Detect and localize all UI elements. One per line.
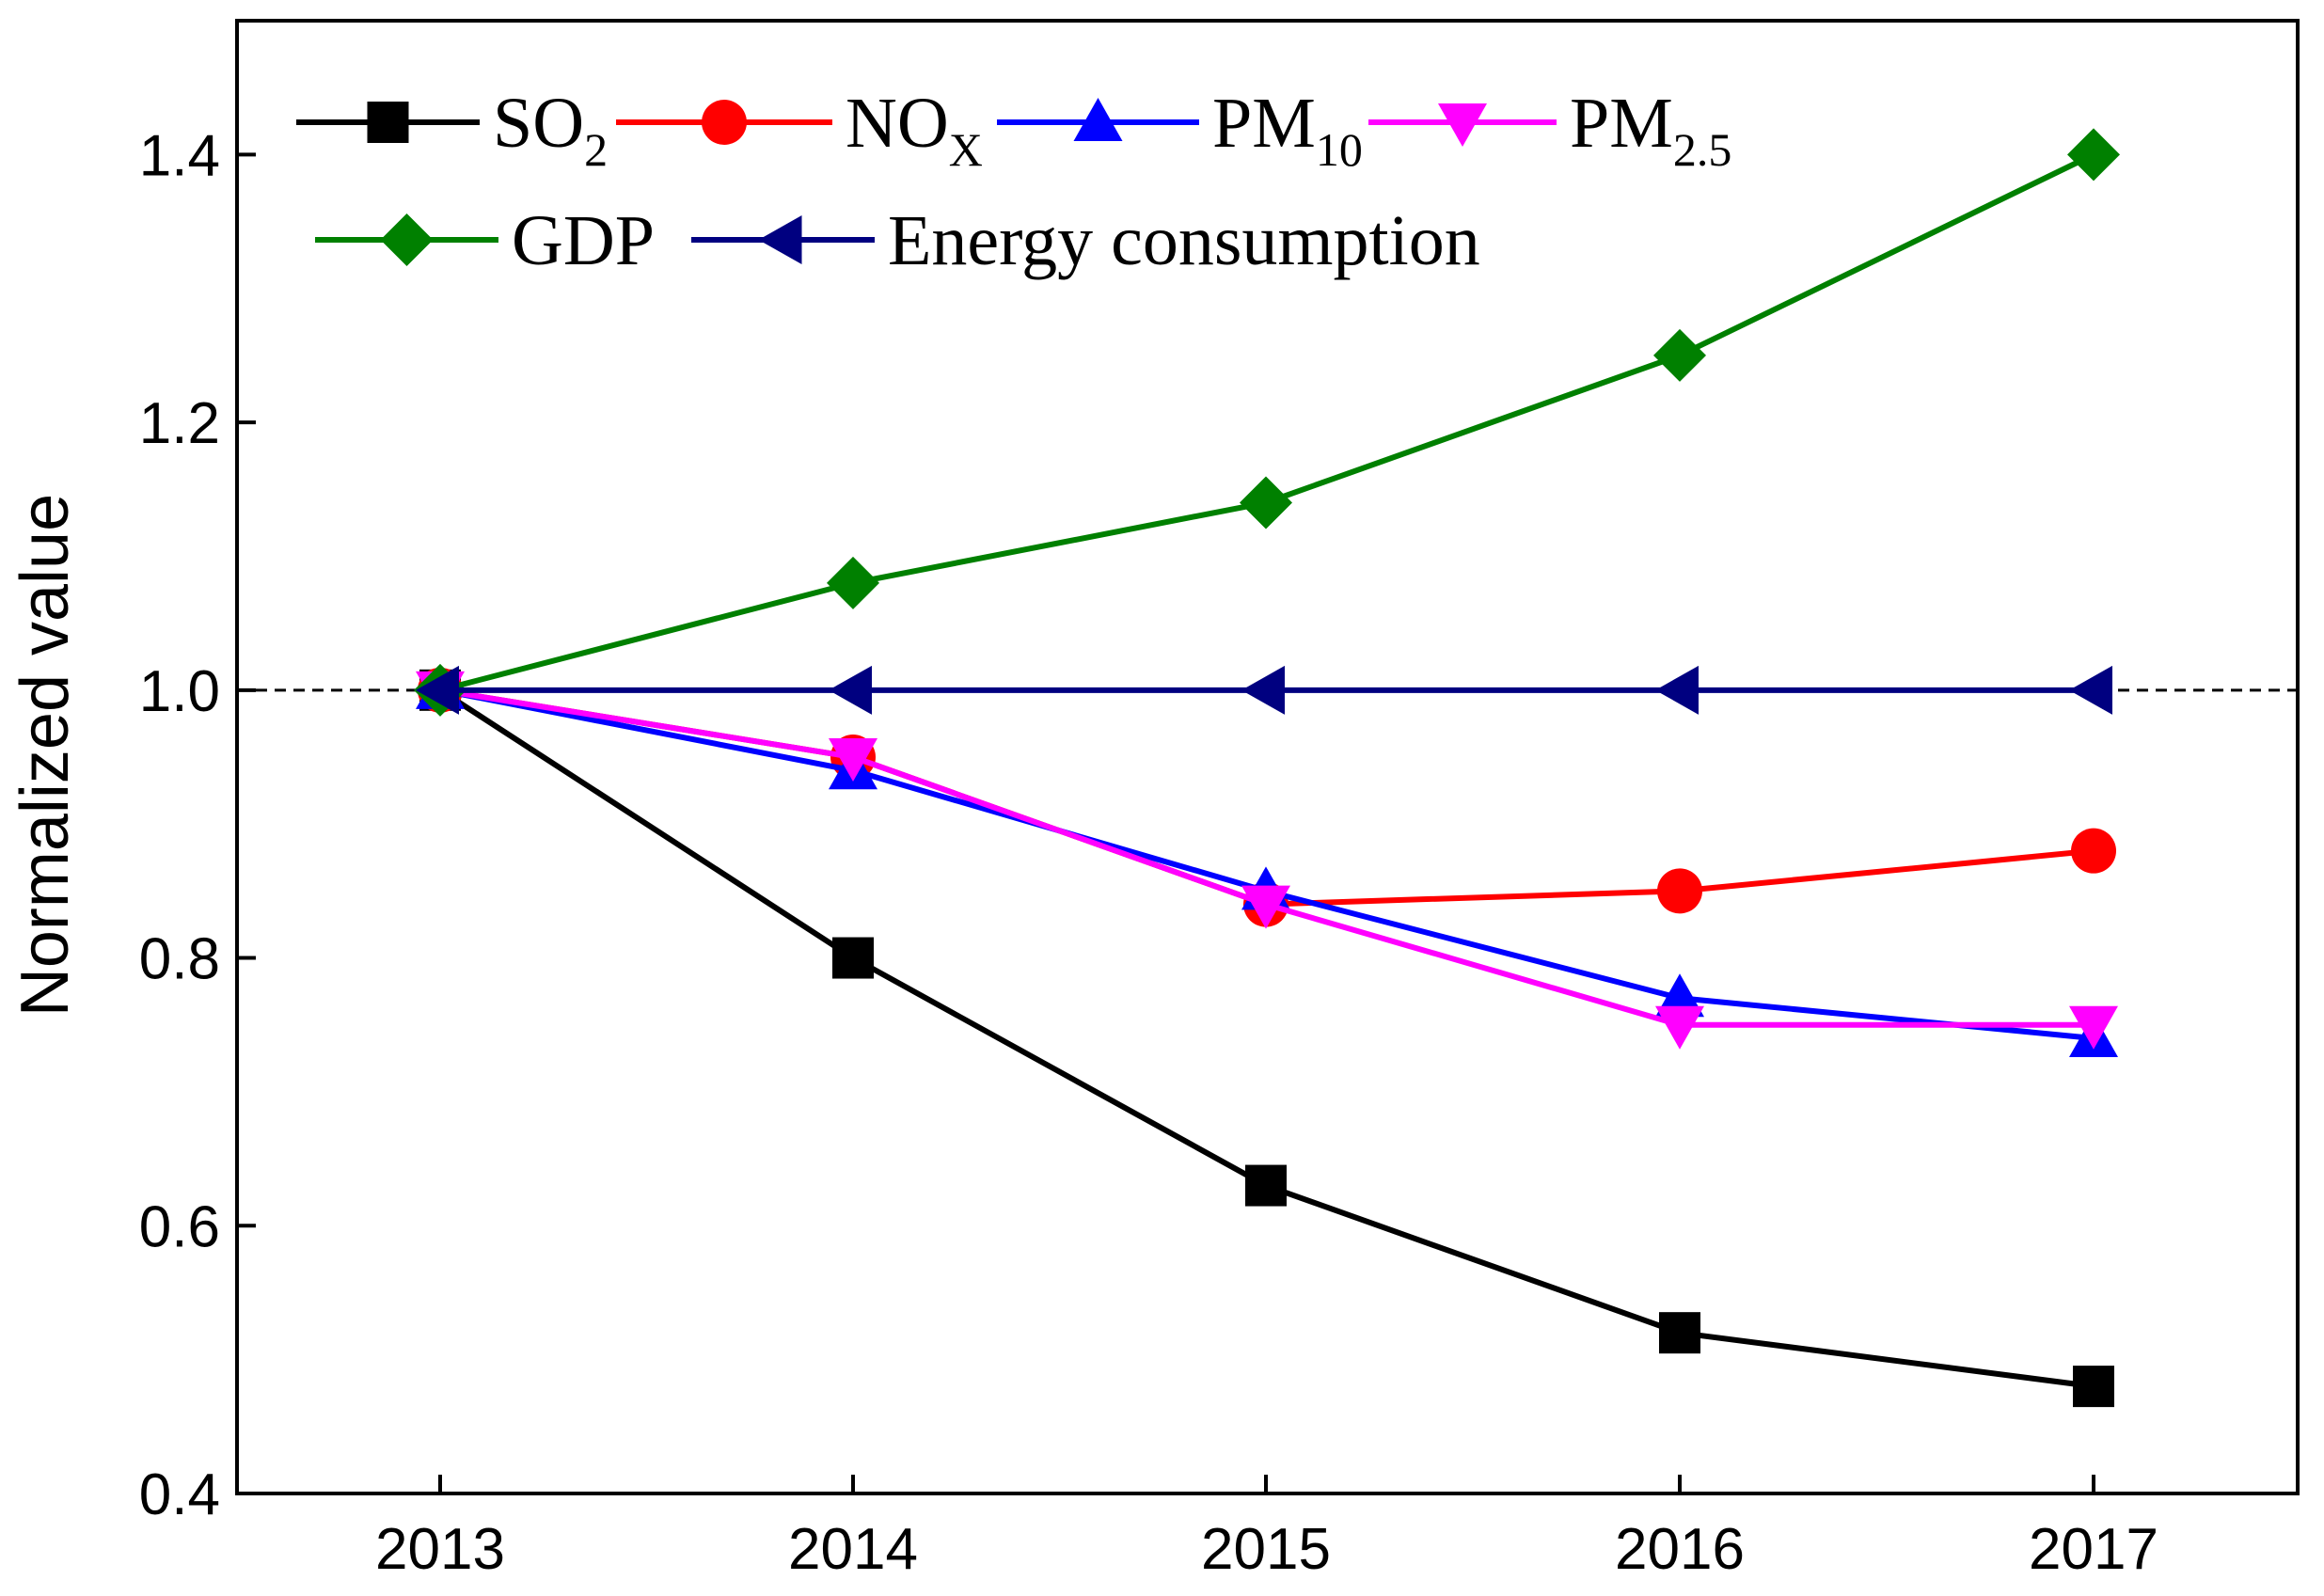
point-gdp-2015 xyxy=(1240,476,1292,529)
y-tick-label-1.0: 1.0 xyxy=(139,659,220,724)
axis-layer: 0.4 0.6 0.8 1.0 1.2 1.4 2013 2014 2015 2016 2017 xyxy=(139,19,2300,1582)
point-nox-2016 xyxy=(1657,868,1702,914)
x-tick-label-2014: 2014 xyxy=(788,1517,918,1582)
legend-item-so2: SO2 xyxy=(296,84,608,176)
point-gdp-2014 xyxy=(827,556,879,609)
legend-marker-so2 xyxy=(367,102,409,143)
series-layer xyxy=(414,128,2120,1408)
point-pm25-2016 xyxy=(1655,1005,1704,1050)
y-tick-label-0.8: 0.8 xyxy=(139,927,220,992)
point-gdp-2017 xyxy=(2067,128,2120,182)
legend: SO2 NOX PM10 PM2.5 GDP Energy consumption xyxy=(296,84,1731,280)
y-tick-label-1.4: 1.4 xyxy=(139,123,220,188)
point-pm25-2017 xyxy=(2069,1005,2118,1050)
legend-item-gdp: GDP xyxy=(315,201,655,280)
legend-marker-pm10 xyxy=(1073,98,1123,141)
x-tick-label-2013: 2013 xyxy=(375,1517,505,1582)
legend-marker-energy xyxy=(758,215,802,264)
point-gdp-2016 xyxy=(1653,328,1706,382)
y-tick-label-1.2: 1.2 xyxy=(139,391,220,456)
legend-item-pm25: PM2.5 xyxy=(1368,84,1731,176)
point-nox-2017 xyxy=(2071,828,2116,874)
legend-label-nox: NOX xyxy=(846,84,983,176)
point-pm25-2015 xyxy=(1241,885,1290,929)
x-tick-label-2016: 2016 xyxy=(1615,1517,1745,1582)
series-line-so2 xyxy=(438,687,2095,1390)
point-energy-2013 xyxy=(416,665,459,715)
point-so2-2016 xyxy=(1659,1312,1700,1354)
legend-item-energy: Energy consumption xyxy=(691,201,1480,280)
y-axis-label: Normalized value xyxy=(8,494,83,1017)
point-so2-2017 xyxy=(2073,1366,2114,1408)
x-tick-label-2015: 2015 xyxy=(1201,1517,1331,1582)
point-pm25-2014 xyxy=(829,738,877,782)
legend-label-energy: Energy consumption xyxy=(888,201,1480,280)
legend-label-gdp: GDP xyxy=(512,201,655,280)
series-so2 xyxy=(419,669,2114,1408)
y-tick-label-0.4: 0.4 xyxy=(139,1462,220,1527)
point-so2-2015 xyxy=(1245,1164,1287,1207)
point-so2-2014 xyxy=(832,937,874,979)
series-gdp xyxy=(414,128,2120,717)
point-energy-2015 xyxy=(1241,665,1285,715)
series-pm25 xyxy=(416,671,2118,1050)
legend-label-so2: SO2 xyxy=(493,84,608,176)
series-energy xyxy=(416,665,2112,715)
legend-marker-nox xyxy=(702,100,747,145)
point-energy-2017 xyxy=(2069,665,2112,715)
y-tick-label-0.6: 0.6 xyxy=(139,1194,220,1259)
point-energy-2014 xyxy=(829,665,872,715)
legend-marker-pm25 xyxy=(1438,103,1487,147)
x-tick-label-2017: 2017 xyxy=(2029,1517,2158,1582)
series-pm10 xyxy=(416,665,2118,1057)
point-energy-2016 xyxy=(1655,665,1699,715)
legend-item-nox: NOX xyxy=(616,84,983,176)
legend-label-pm10: PM10 xyxy=(1212,84,1363,176)
legend-label-pm25: PM2.5 xyxy=(1570,84,1731,176)
legend-item-pm10: PM10 xyxy=(997,84,1363,176)
series-line-pm10 xyxy=(439,687,2095,1041)
legend-marker-gdp xyxy=(380,213,434,266)
